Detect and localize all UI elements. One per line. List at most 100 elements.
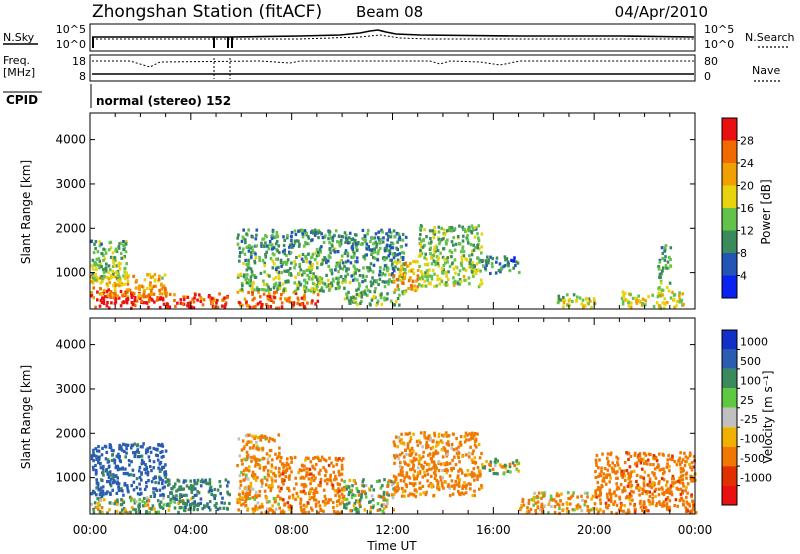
range-cell: [604, 501, 608, 505]
range-cell: [109, 240, 113, 244]
range-cell: [472, 269, 476, 273]
range-cell: [622, 471, 625, 475]
range-cell: [103, 257, 107, 261]
range-cell: [98, 240, 102, 244]
range-cell: [350, 255, 354, 259]
range-cell: [606, 506, 609, 510]
range-cell: [275, 269, 279, 273]
range-cell: [251, 473, 254, 478]
range-cell: [254, 494, 257, 498]
range-cell: [215, 301, 218, 305]
range-cell: [382, 236, 385, 240]
range-cell: [189, 484, 193, 488]
range-cell: [461, 471, 464, 475]
range-cell: [147, 305, 150, 309]
range-cell: [309, 256, 313, 260]
range-cell: [145, 481, 148, 485]
range-cell: [311, 229, 314, 233]
range-cell: [672, 297, 676, 301]
range-cell: [442, 247, 446, 251]
range-cell: [272, 246, 276, 250]
range-cell: [651, 471, 654, 475]
range-cell: [413, 482, 417, 486]
range-cell: [471, 261, 474, 265]
range-cell: [482, 264, 485, 268]
range-cell: [418, 470, 422, 474]
range-cell: [254, 252, 257, 256]
range-cell: [357, 507, 360, 512]
range-cell: [193, 505, 196, 509]
range-cell: [98, 304, 102, 308]
range-cell: [224, 303, 227, 307]
range-cell: [96, 449, 99, 453]
range-cell: [685, 485, 688, 489]
range-cell: [163, 286, 167, 291]
range-cell: [124, 293, 128, 297]
range-cell: [361, 480, 365, 484]
range-cell: [433, 245, 437, 250]
range-cell: [263, 261, 266, 265]
range-cell: [600, 483, 603, 488]
range-cell: [241, 284, 244, 288]
range-cell: [447, 434, 451, 438]
range-cell: [363, 279, 367, 283]
range-cell: [612, 502, 615, 506]
range-cell: [120, 283, 124, 287]
range-cell: [257, 448, 260, 452]
range-cell: [420, 270, 423, 274]
range-cell: [440, 279, 444, 284]
range-cell: [591, 507, 595, 511]
range-cell: [158, 306, 162, 310]
range-cell: [437, 432, 441, 436]
range-cell: [396, 297, 400, 301]
range-cell: [437, 230, 441, 234]
range-cell: [268, 239, 272, 244]
range-cell: [322, 240, 326, 245]
range-cell: [302, 297, 306, 301]
range-cell: [307, 288, 310, 292]
range-cell: [693, 454, 696, 459]
range-cell: [266, 297, 270, 301]
range-cell: [97, 457, 101, 461]
range-cell: [543, 493, 546, 498]
range-cell: [108, 508, 111, 512]
range-cell: [131, 293, 134, 297]
range-cell: [161, 450, 164, 454]
range-cell: [354, 271, 357, 275]
range-cell: [369, 509, 372, 513]
range-cell: [243, 478, 246, 482]
range-cell: [338, 489, 341, 493]
range-cell: [264, 241, 267, 245]
range-cell: [286, 258, 290, 262]
range-cell: [288, 296, 292, 300]
range-cell: [676, 487, 680, 491]
range-cell: [642, 503, 645, 507]
range-cell: [348, 478, 352, 482]
range-cell: [372, 250, 375, 254]
range-cell: [452, 276, 455, 280]
range-cell: [401, 238, 405, 242]
range-cell: [222, 506, 226, 510]
range-cell: [245, 477, 249, 481]
range-cell: [208, 500, 212, 504]
range-cell: [398, 439, 402, 443]
power-colorbar-swatch: [722, 118, 737, 141]
range-cell: [411, 268, 415, 272]
range-cell: [450, 479, 454, 483]
range-cell: [394, 475, 398, 479]
range-cell: [629, 301, 633, 305]
range-cell: [404, 462, 407, 466]
range-cell: [382, 490, 386, 495]
range-cell: [174, 482, 177, 486]
range-cell: [314, 502, 318, 506]
range-cell: [143, 501, 147, 505]
range-cell: [434, 262, 437, 267]
range-cell: [236, 242, 240, 246]
range-cell: [160, 292, 164, 296]
x-tick-label: 12:00: [375, 523, 410, 537]
range-cell: [371, 270, 375, 274]
power-colorbar-tick-label: 20: [740, 180, 754, 193]
range-cell: [273, 296, 276, 300]
range-cell: [353, 271, 356, 275]
